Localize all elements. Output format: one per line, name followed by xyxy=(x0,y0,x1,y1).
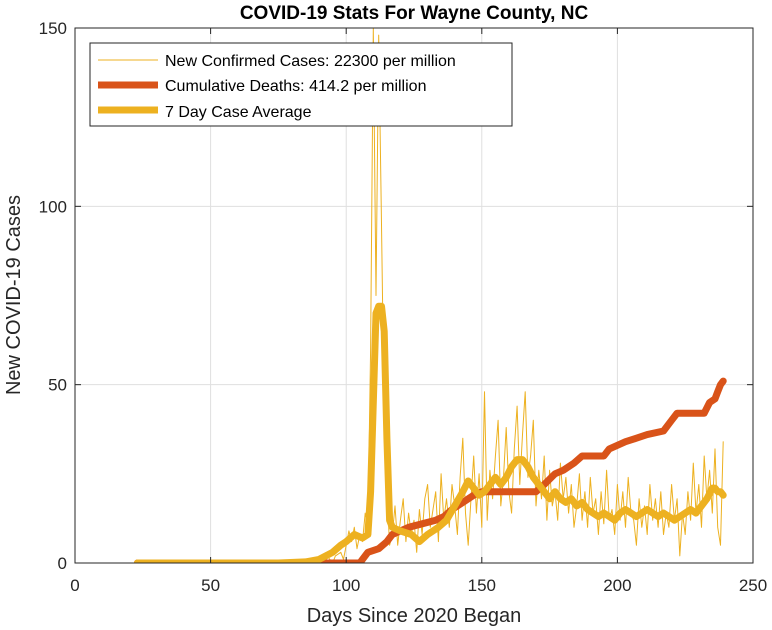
legend: New Confirmed Cases: 22300 per million C… xyxy=(89,42,513,127)
x-tick-label: 0 xyxy=(70,576,79,595)
x-tick-label: 250 xyxy=(739,576,767,595)
chart-title: COVID-19 Stats For Wayne County, NC xyxy=(240,3,589,24)
x-axis-label: Days Since 2020 Began xyxy=(307,605,522,627)
axis-ticks: 0 50 100 150 200 250 0 50 100 150 xyxy=(39,19,768,595)
y-tick-label: 100 xyxy=(39,197,67,216)
series-cumulative-deaths-line xyxy=(133,377,727,563)
x-tick-label: 200 xyxy=(603,576,631,595)
y-tick-label: 50 xyxy=(48,376,67,395)
plot-border xyxy=(74,27,754,564)
y-tick-label: 150 xyxy=(39,19,67,38)
legend-label-deaths: Cumulative Deaths: 414.2 per million xyxy=(165,78,426,95)
y-tick-label: 0 xyxy=(58,554,67,573)
legend-label-average: 7 Day Case Average xyxy=(165,104,312,121)
series-new-cases-line xyxy=(136,28,724,563)
series-7-day-average-line xyxy=(133,302,727,563)
x-tick-label: 150 xyxy=(468,576,496,595)
x-tick-label: 50 xyxy=(201,576,220,595)
series-layer xyxy=(133,28,727,563)
legend-label-new-cases: New Confirmed Cases: 22300 per million xyxy=(165,53,456,70)
legend-box xyxy=(89,42,513,127)
x-tick-label: 100 xyxy=(332,576,360,595)
y-axis-label: New COVID-19 Cases xyxy=(3,195,25,395)
